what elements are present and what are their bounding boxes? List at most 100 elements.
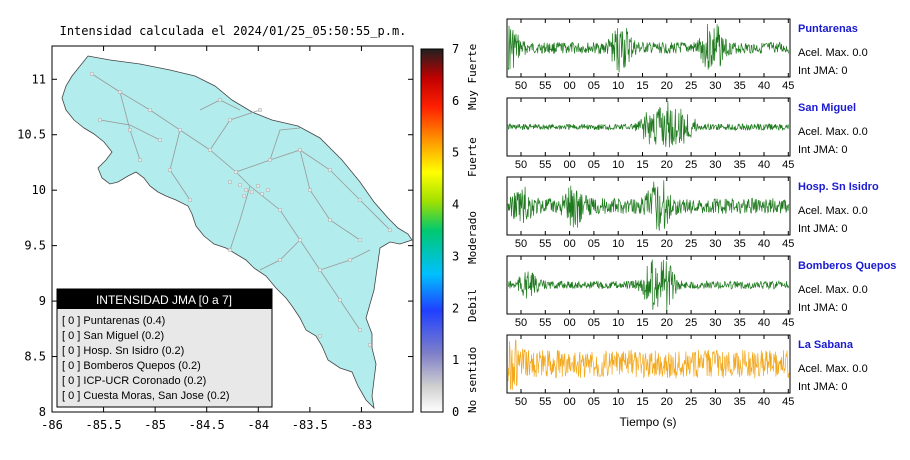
seismogram-tick-label: 10: [612, 396, 624, 408]
town-marker: [278, 208, 282, 212]
seismogram-tick-label: 20: [661, 159, 673, 171]
colorbar-tick-label: 1: [452, 353, 459, 367]
seismogram-tick-label: 15: [636, 396, 648, 408]
seismogram-tick-label: 55: [539, 317, 551, 329]
town-marker: [128, 128, 132, 132]
station-accel: Acel. Max. 0.0: [798, 363, 868, 375]
seismogram-tick-label: 00: [563, 317, 575, 329]
seismogram-tick-label: 40: [758, 396, 770, 408]
legend-item: [ 0 ] Bomberos Quepos (0.2): [62, 360, 201, 372]
seismogram-tick-label: 35: [734, 159, 746, 171]
town-marker: [328, 168, 332, 172]
station-accel: Acel. Max. 0.0: [798, 284, 868, 296]
seismogram-tick-label: 25: [685, 238, 697, 250]
town-marker: [208, 148, 212, 152]
legend-item: [ 0 ] ICP-UCR Coronado (0.2): [62, 375, 206, 387]
seismogram-tick-label: 25: [685, 80, 697, 92]
road-line: [249, 185, 361, 331]
town-marker: [308, 188, 312, 192]
legend-item: [ 0 ] Cuesta Moras, San Jose (0.2): [62, 390, 230, 402]
town-marker: [348, 258, 352, 262]
station-name: Puntarenas: [798, 23, 858, 35]
seismogram-tick-label: 10: [612, 80, 624, 92]
colorbar-class-label: Moderado: [466, 211, 479, 264]
seismogram-tick-label: 55: [539, 159, 551, 171]
seismogram-tick-label: 10: [612, 159, 624, 171]
seismogram-tick-label: 05: [588, 396, 600, 408]
time-axis-label: Tiempo (s): [620, 415, 677, 429]
seismogram-tick-label: 20: [661, 238, 673, 250]
town-marker: [98, 118, 102, 122]
map-title: Intensidad calculada el 2024/01/25_05:50…: [60, 24, 407, 38]
town-marker: [338, 298, 342, 302]
seismogram-tick-label: 55: [539, 396, 551, 408]
town-marker: [250, 190, 254, 194]
seismogram-trace: [507, 339, 790, 391]
town-marker: [368, 343, 372, 347]
seismogram-tick-label: 35: [734, 238, 746, 250]
colorbar-class-label: Fuerte: [466, 137, 479, 177]
map-x-tick-label: -85: [144, 418, 166, 432]
seismogram-tick-label: 35: [734, 396, 746, 408]
seismogram-tick-label: 30: [709, 396, 721, 408]
colorbar-class-label: Muy Fuerte: [466, 44, 479, 110]
town-marker: [318, 268, 322, 272]
seismogram-tick-label: 45: [782, 238, 794, 250]
seismogram-tick-label: 30: [709, 317, 721, 329]
legend-item: [ 0 ] Hosp. Sn Isidro (0.2): [62, 345, 184, 357]
seismogram-trace: [507, 180, 790, 231]
road-line: [269, 127, 301, 161]
colorbar-tick-label: 7: [452, 42, 459, 56]
seismogram-tick-label: 30: [709, 238, 721, 250]
map-y-tick-label: 9: [39, 294, 46, 308]
town-marker: [228, 118, 232, 122]
seismogram-tick-label: 25: [685, 317, 697, 329]
town-marker: [260, 192, 264, 196]
seismogram-panel: 50 55 00 05 10 15 20 25 30 35 40 45 Bomberos Quepos A…: [506, 255, 896, 329]
map-x-tick-label: -85.5: [86, 418, 122, 432]
seismogram-tick-label: 10: [612, 238, 624, 250]
seismogram-tick-label: 55: [539, 80, 551, 92]
station-accel: Acel. Max. 0.0: [798, 47, 868, 59]
seismogram-tick-label: 05: [588, 159, 600, 171]
road-line: [229, 185, 251, 251]
seismogram-trace: [507, 259, 790, 311]
map-x-tick-label: -83.5: [292, 418, 328, 432]
seismogram-tick-label: 20: [661, 317, 673, 329]
seismogram-tick-label: 05: [588, 80, 600, 92]
legend-header: [57, 289, 272, 309]
station-intensity: Int JMA: 0: [798, 381, 848, 393]
map-y-axis: 11 10.5 10 9.5 9 8.5 8: [17, 72, 413, 419]
road-line: [235, 149, 391, 231]
seismogram-tick-label: 50: [515, 80, 527, 92]
station-name: La Sabana: [798, 339, 854, 351]
town-marker: [298, 148, 302, 152]
town-marker: [318, 334, 322, 338]
seismogram-tick-label: 50: [515, 238, 527, 250]
seismogram-tick-label: 40: [758, 159, 770, 171]
seismogram-tick-label: 45: [782, 159, 794, 171]
seismogram-tick-label: 15: [636, 80, 648, 92]
colorbar-tick-label: 4: [452, 198, 459, 212]
seismogram-tick-label: 05: [588, 238, 600, 250]
station-accel: Acel. Max. 0.0: [798, 205, 868, 217]
road-line: [299, 149, 361, 241]
town-marker: [148, 108, 152, 112]
town-marker: [388, 228, 392, 232]
town-marker: [268, 158, 272, 162]
seismogram-tick-label: 20: [661, 396, 673, 408]
colorbar-class-label: No sentido: [466, 347, 479, 413]
legend-title: INTENSIDAD JMA [0 a 7]: [96, 293, 232, 307]
map-y-tick-label: 9.5: [24, 239, 46, 253]
map-y-tick-label: 8.5: [24, 350, 46, 364]
legend: INTENSIDAD JMA [0 a 7] [ 0 ] Puntarenas …: [56, 288, 273, 408]
seismogram-tick-label: 50: [515, 317, 527, 329]
map-y-tick-label: 10.5: [17, 128, 46, 142]
seismogram-tick-label: 40: [758, 238, 770, 250]
town-marker: [234, 170, 238, 174]
legend-item: [ 0 ] San Miguel (0.2): [62, 330, 164, 342]
seismogram-tick-label: 45: [782, 396, 794, 408]
town-marker: [328, 218, 332, 222]
map-x-tick-label: -86: [41, 418, 63, 432]
